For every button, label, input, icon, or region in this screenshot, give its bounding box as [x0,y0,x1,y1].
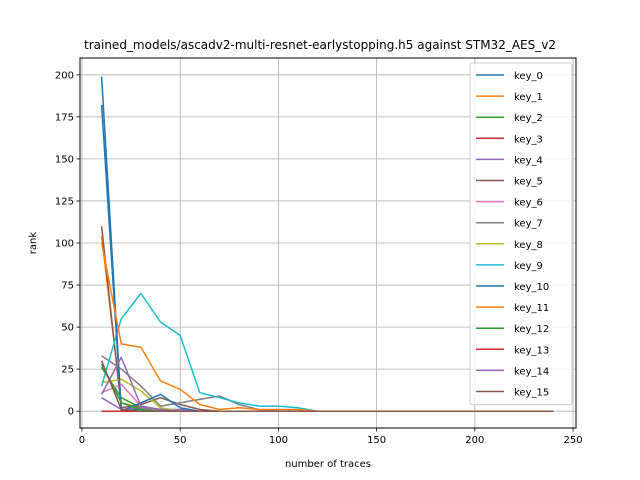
legend-label: key_7 [514,219,543,230]
y-axis-label: rank [28,232,39,255]
x-tick-label: 250 [564,435,583,446]
legend-label: key_12 [514,324,549,335]
y-tick-label: 150 [55,154,74,165]
x-axis-ticks: 0 50 100 150 200 250 [79,428,583,446]
x-tick-label: 150 [367,435,386,446]
chart-title: trained_models/ascadv2-multi-resnet-earl… [84,38,556,52]
legend-label: key_10 [514,282,549,293]
legend-label: key_11 [514,303,549,314]
y-tick-label: 175 [55,112,74,123]
legend-box [469,62,573,406]
x-tick-label: 0 [79,435,85,446]
x-tick-label: 50 [174,435,187,446]
legend-label: key_1 [514,92,543,103]
y-tick-label: 50 [61,323,74,334]
x-tick-label: 100 [269,435,288,446]
y-tick-label: 125 [55,196,74,207]
series-line-key-15 [100,360,554,412]
series-lines [100,76,554,412]
y-tick-label: 200 [55,70,74,81]
x-tick-label: 200 [465,435,484,446]
legend-label: key_6 [514,198,543,209]
y-axis-ticks: 0 25 50 75 100 125 150 175 200 [55,70,80,418]
legend-label: key_8 [514,240,543,251]
y-tick-label: 100 [55,239,74,250]
legend-label: key_5 [514,177,543,188]
legend-label: key_3 [514,134,543,145]
y-tick-label: 75 [61,281,74,292]
legend-label: key_2 [514,113,543,124]
legend-label: key_9 [514,261,543,272]
y-tick-label: 0 [68,407,74,418]
y-tick-label: 25 [61,365,74,376]
legend-label: key_13 [514,345,549,356]
legend-label: key_14 [514,366,549,377]
legend: key_0 key_1 key_2 key_3 key_4 key_5 key_6 key_7… [469,62,573,406]
legend-label: key_15 [514,388,549,399]
x-axis-label: number of traces [285,459,371,470]
legend-label: key_4 [514,155,543,166]
legend-label: key_0 [514,71,543,82]
